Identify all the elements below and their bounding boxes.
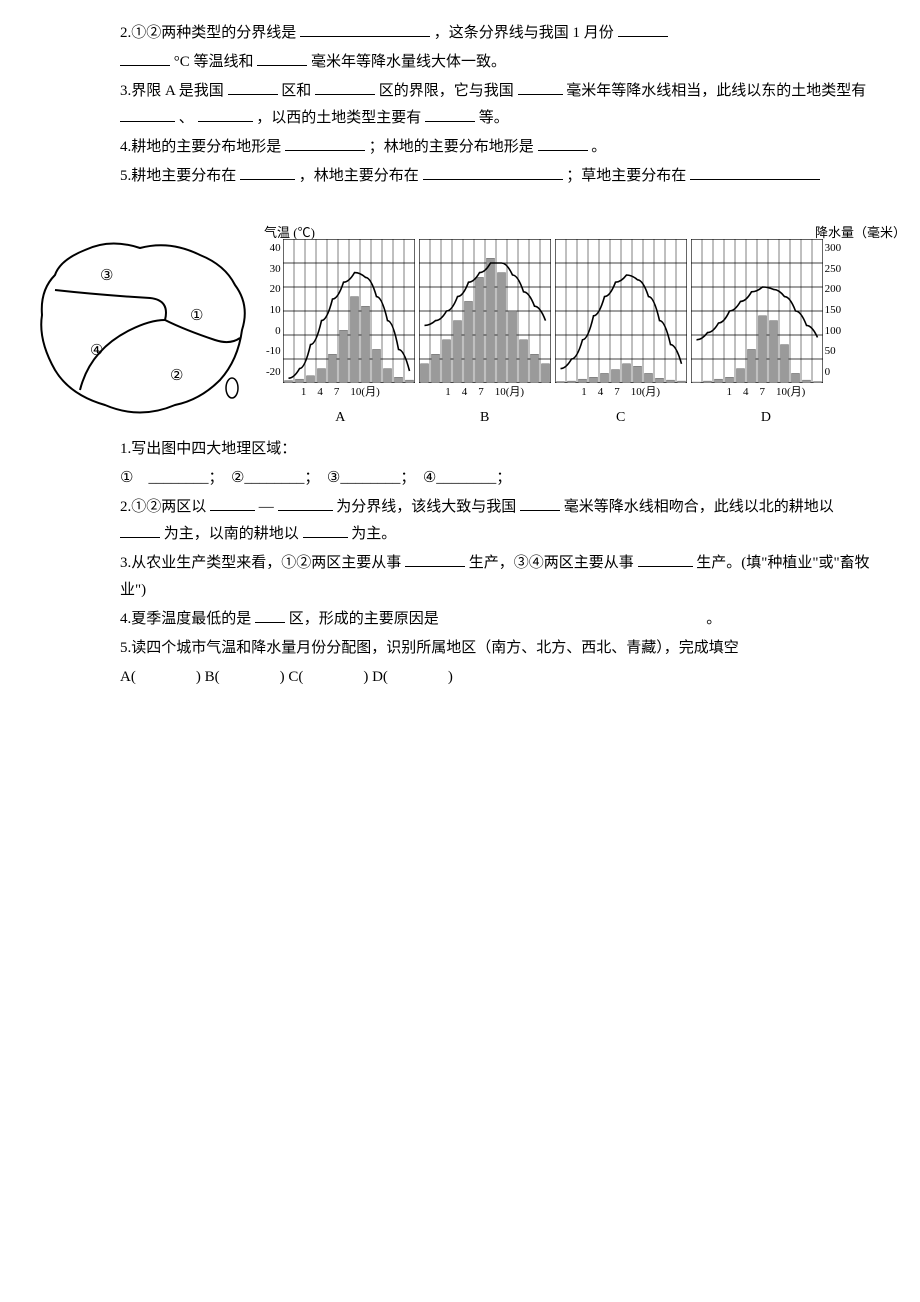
- chart-b: 1 4 7 10(月)B: [419, 239, 551, 430]
- chart-a: 403020100-10-20 1 4 7 10(月)A: [266, 239, 415, 430]
- chart-svg: [555, 239, 687, 383]
- blank[interactable]: [303, 523, 348, 538]
- blank[interactable]: [405, 552, 465, 567]
- text: 为分界线，该线大致与我国: [336, 499, 516, 515]
- chart-caption: D: [761, 405, 771, 430]
- text: 2.①②两区以: [120, 499, 206, 515]
- map-label-2: ②: [170, 368, 183, 384]
- x-labels: 1 4 7 10(月): [581, 383, 660, 403]
- blank[interactable]: [285, 136, 365, 151]
- chart-caption: B: [480, 405, 489, 430]
- blank[interactable]: [638, 552, 693, 567]
- blank[interactable]: [690, 165, 820, 180]
- temp-axis-label: 气温 (℃): [264, 221, 315, 244]
- map-label-1: ①: [190, 308, 203, 324]
- blank[interactable]: [198, 107, 253, 122]
- x-labels: 1 4 7 10(月): [727, 383, 806, 403]
- text: 3.界限 A 是我国: [120, 83, 224, 99]
- temp-ticks: 403020100-10-20: [266, 239, 281, 383]
- blank[interactable]: [520, 496, 560, 511]
- blank[interactable]: [618, 22, 668, 37]
- chart-caption: A: [335, 405, 345, 430]
- blank[interactable]: [538, 136, 588, 151]
- chart-caption: C: [616, 405, 625, 430]
- climate-charts: 气温 (℃) 降水量（毫米） 403020100-10-201 4 7 10(月…: [266, 239, 900, 430]
- bq1-line: ① ________； ②________； ③________； ④_____…: [120, 465, 870, 492]
- blank[interactable]: [120, 523, 160, 538]
- text: 等。: [479, 110, 509, 126]
- text: 为主。: [351, 526, 396, 542]
- blank[interactable]: [210, 496, 255, 511]
- text: 4.耕地的主要分布地形是: [120, 139, 281, 155]
- top-questions: 2.①②两种类型的分界线是 ，这条分界线与我国 1 月份 °C 等温线和 毫米年…: [20, 20, 900, 190]
- text: ，这条分界线与我国 1 月份: [434, 25, 614, 41]
- text: 2.①②两种类型的分界线是: [120, 25, 296, 41]
- blank[interactable]: [518, 80, 563, 95]
- bottom-questions: 1.写出图中四大地理区域： ① ________； ②________； ③__…: [20, 436, 900, 691]
- china-map: ① ② ③ ④: [20, 220, 260, 430]
- bq2: 2.①②两区以 — 为分界线，该线大致与我国 毫米等降水线相吻合，此线以北的耕地…: [120, 494, 870, 548]
- blank[interactable]: [278, 496, 333, 511]
- bq5a: 5.读四个城市气温和降水量月份分配图，识别所属地区（南方、北方、西北、青藏），完…: [120, 635, 870, 662]
- text: °C 等温线和: [174, 54, 254, 70]
- blank[interactable]: [120, 107, 175, 122]
- text: ；林地的主要分布地形是: [369, 139, 534, 155]
- x-labels: 1 4 7 10(月): [445, 383, 524, 403]
- q5: 5.耕地主要分布在 ，林地主要分布在 ；草地主要分布在: [120, 163, 870, 190]
- text: ；草地主要分布在: [566, 168, 686, 184]
- text: 5.耕地主要分布在: [120, 168, 236, 184]
- rain-axis-label: 降水量（毫米）: [815, 221, 906, 244]
- map-label-3: ③: [100, 268, 113, 284]
- chart-svg: [419, 239, 551, 383]
- text: 为主，以南的耕地以: [164, 526, 299, 542]
- q2-line1: 2.①②两种类型的分界线是 ，这条分界线与我国 1 月份: [120, 20, 870, 47]
- text: 毫米年等降水量线大体一致。: [311, 54, 506, 70]
- map-label-4: ④: [90, 343, 103, 359]
- rain-ticks: 300250200150100500: [825, 239, 842, 383]
- text: 毫米年等降水线相当，此线以东的土地类型有: [566, 83, 866, 99]
- q2-line2: °C 等温线和 毫米年等降水量线大体一致。: [120, 49, 870, 76]
- text: 生产，③④两区主要从事: [469, 555, 634, 571]
- chart-svg: [283, 239, 415, 383]
- blank[interactable]: [228, 80, 278, 95]
- bq1-title: 1.写出图中四大地理区域：: [120, 436, 870, 463]
- blank[interactable]: [120, 51, 170, 66]
- chart-svg: [691, 239, 823, 383]
- chart-d: 300250200150100500 1 4 7 10(月)D: [691, 239, 842, 430]
- x-labels: 1 4 7 10(月): [301, 383, 380, 403]
- text: ，林地主要分布在: [299, 168, 419, 184]
- text: 区，形成的主要原因是: [289, 611, 439, 627]
- bq4: 4.夏季温度最低的是 区，形成的主要原因是 。: [120, 606, 870, 633]
- text: 4.夏季温度最低的是: [120, 611, 251, 627]
- text: 、: [179, 110, 194, 126]
- blank[interactable]: [300, 22, 430, 37]
- q4: 4.耕地的主要分布地形是 ；林地的主要分布地形是 。: [120, 134, 870, 161]
- text: 区的界限，它与我国: [379, 83, 514, 99]
- figures-row: ① ② ③ ④ 气温 (℃) 降水量（毫米） 403020100-10-201 …: [20, 220, 900, 430]
- text: 。: [706, 611, 721, 627]
- blank[interactable]: [240, 165, 295, 180]
- blank[interactable]: [425, 107, 475, 122]
- text: 区和: [281, 83, 311, 99]
- blank[interactable]: [257, 51, 307, 66]
- blank[interactable]: [423, 165, 563, 180]
- text: —: [259, 499, 274, 515]
- text: ，以西的土地类型主要有: [256, 110, 421, 126]
- chart-c: 1 4 7 10(月)C: [555, 239, 687, 430]
- bq3: 3.从农业生产类型来看，①②两区主要从事 生产，③④两区主要从事 生产。(填"种…: [120, 550, 870, 604]
- text: 毫米等降水线相吻合，此线以北的耕地以: [564, 499, 834, 515]
- text: 3.从农业生产类型来看，①②两区主要从事: [120, 555, 401, 571]
- q3: 3.界限 A 是我国 区和 区的界限，它与我国 毫米年等降水线相当，此线以东的土…: [120, 78, 870, 132]
- blank[interactable]: [255, 608, 285, 623]
- bq5b: A( ) B( ) C( ) D( ): [120, 664, 870, 691]
- text: 。: [591, 139, 606, 155]
- blank[interactable]: [315, 80, 375, 95]
